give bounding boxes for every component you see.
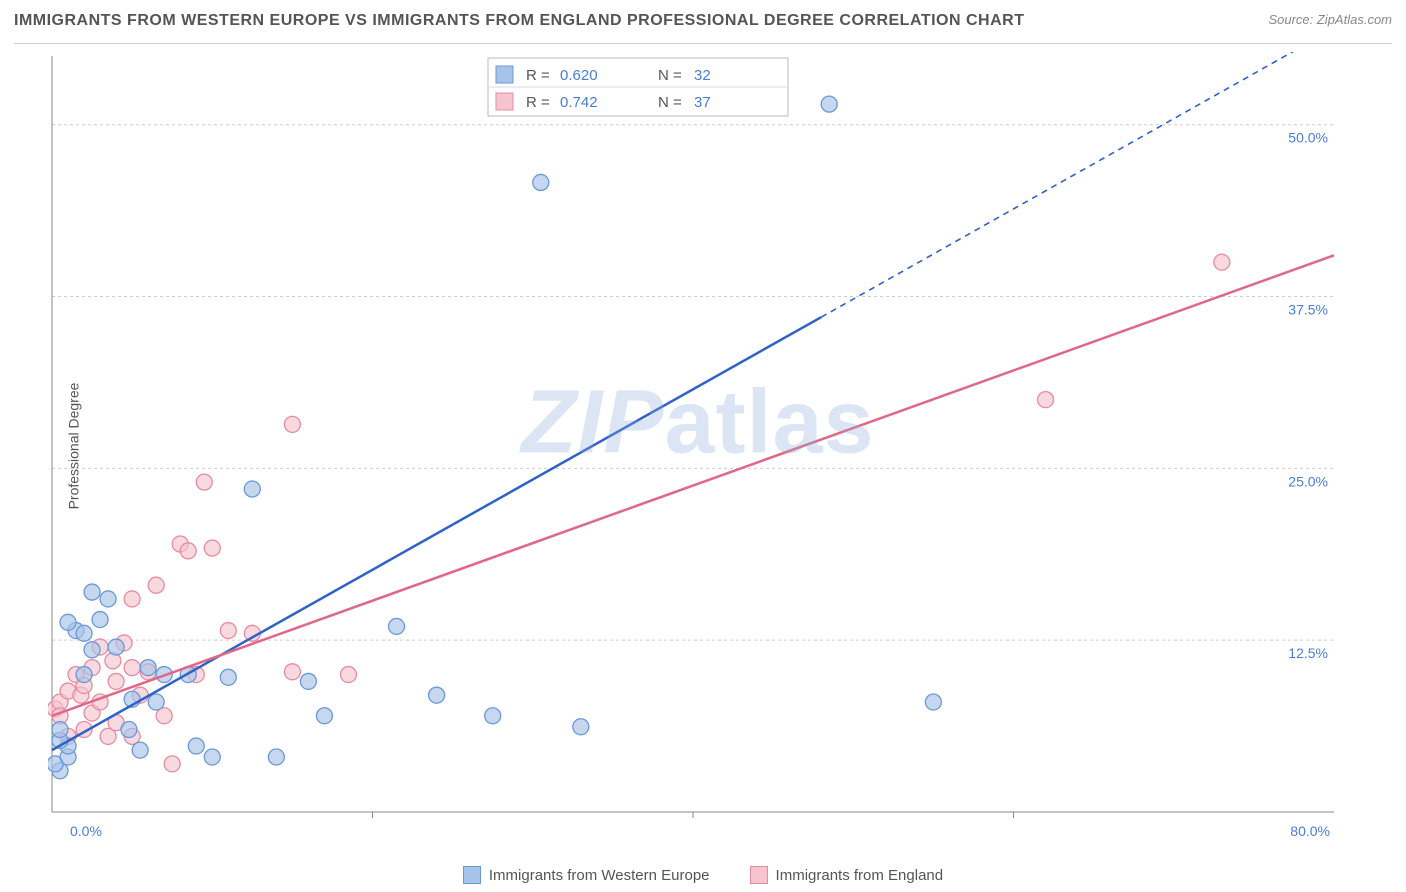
scatter-point [925, 694, 941, 710]
scatter-point [60, 614, 76, 630]
scatter-point [100, 591, 116, 607]
scatter-point [284, 416, 300, 432]
trend-line-extrapolated [821, 52, 1334, 317]
scatter-point [108, 639, 124, 655]
x-tick-label: 0.0% [70, 823, 102, 839]
scatter-point [132, 742, 148, 758]
scatter-point [220, 669, 236, 685]
scatter-point [92, 612, 108, 628]
scatter-point [84, 584, 100, 600]
bottom-legend: Immigrants from Western Europe Immigrant… [0, 866, 1406, 884]
trend-line [52, 255, 1334, 715]
scatter-point [196, 474, 212, 490]
scatter-point [533, 174, 549, 190]
stats-n-value: 37 [694, 94, 711, 111]
scatter-point [268, 749, 284, 765]
chart-source: Source: ZipAtlas.com [1268, 12, 1392, 27]
scatter-point [316, 708, 332, 724]
legend-item-western-europe: Immigrants from Western Europe [463, 866, 710, 884]
scatter-point [124, 591, 140, 607]
y-tick-label: 37.5% [1288, 302, 1328, 318]
scatter-point [485, 708, 501, 724]
scatter-point [148, 577, 164, 593]
scatter-point [220, 623, 236, 639]
scatter-point [340, 667, 356, 683]
trend-line [52, 317, 821, 750]
y-tick-label: 25.0% [1288, 473, 1328, 489]
stats-n-label: N = [658, 67, 682, 84]
scatter-point [429, 687, 445, 703]
scatter-point [180, 543, 196, 559]
scatter-point [1038, 392, 1054, 408]
scatter-point [821, 96, 837, 112]
scatter-point [76, 667, 92, 683]
scatter-point [121, 722, 137, 738]
legend-swatch-icon [750, 866, 768, 884]
scatter-point [140, 660, 156, 676]
chart-header: IMMIGRANTS FROM WESTERN EUROPE VS IMMIGR… [14, 12, 1392, 44]
y-tick-label: 12.5% [1288, 645, 1328, 661]
stats-r-label: R = [526, 94, 550, 111]
scatter-point [1214, 254, 1230, 270]
scatter-point [244, 481, 260, 497]
scatter-point [204, 749, 220, 765]
y-tick-label: 50.0% [1288, 130, 1328, 146]
stats-n-label: N = [658, 94, 682, 111]
scatter-point [76, 625, 92, 641]
scatter-point [124, 660, 140, 676]
stats-r-value: 0.620 [560, 67, 598, 84]
chart-area: 12.5% 25.0% 37.5% 50.0% 0.0% 80.0% R = 0.620 N =… [48, 52, 1348, 842]
scatter-point [573, 719, 589, 735]
legend-label: Immigrants from England [776, 867, 944, 884]
stats-swatch-icon [496, 66, 513, 83]
stats-r-label: R = [526, 67, 550, 84]
scatter-point [164, 756, 180, 772]
stats-r-value: 0.742 [560, 94, 598, 111]
scatter-point [284, 664, 300, 680]
scatter-point [204, 540, 220, 556]
stats-swatch-icon [496, 93, 513, 110]
scatter-plot: 12.5% 25.0% 37.5% 50.0% 0.0% 80.0% R = 0.620 N =… [48, 52, 1348, 842]
scatter-point [148, 694, 164, 710]
chart-title: IMMIGRANTS FROM WESTERN EUROPE VS IMMIGR… [14, 12, 1024, 30]
stats-n-value: 32 [694, 67, 711, 84]
scatter-point [188, 738, 204, 754]
legend-item-england: Immigrants from England [750, 866, 944, 884]
scatter-point [300, 673, 316, 689]
legend-label: Immigrants from Western Europe [489, 867, 710, 884]
scatter-point [389, 618, 405, 634]
scatter-point [52, 722, 68, 738]
scatter-point [108, 673, 124, 689]
x-tick-label: 80.0% [1290, 823, 1330, 839]
scatter-point [84, 642, 100, 658]
legend-swatch-icon [463, 866, 481, 884]
